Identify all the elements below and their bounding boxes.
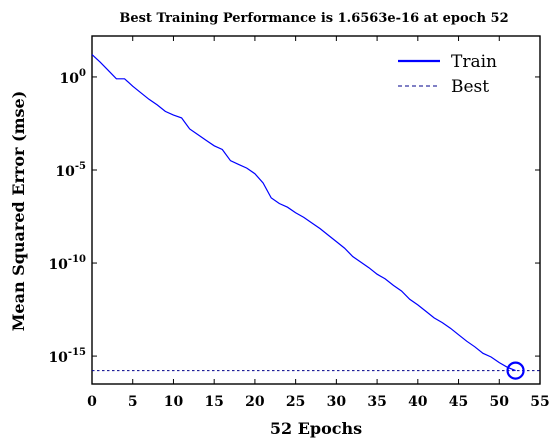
x-tick-label: 30 [327,394,347,410]
y-tick-label: 100 [60,68,86,87]
x-tick-label: 35 [367,394,386,410]
y-axis-label: Mean Squared Error (mse) [9,91,28,332]
x-tick-label: 25 [286,394,305,410]
x-tick-label: 50 [490,394,510,410]
chart-title: Best Training Performance is 1.6563e-16 … [119,11,508,26]
axis-ticks: 0 5 10 15 20 25 30 35 40 45 50 55 100 10-5 10-10 10-15 [48,36,550,410]
train-line [91,54,516,372]
y-tick-label: 10-10 [48,254,86,273]
x-axis-label: 52 Epochs [270,419,362,438]
x-tick-label: 45 [449,394,468,410]
x-tick-label: 5 [128,394,138,410]
best-epoch-marker [506,361,525,380]
y-tick-label: 10-15 [48,347,86,366]
y-tick-label: 10-5 [55,161,86,180]
series-layer [91,54,540,380]
x-tick-label: 15 [204,394,223,410]
x-tick-label: 55 [530,394,549,410]
x-tick-label: 40 [408,394,428,410]
plot-area [91,35,541,385]
legend: Train Best [398,52,497,97]
legend-best-label: Best [451,77,489,97]
x-tick-label: 0 [87,394,97,410]
x-tick-label: 20 [245,394,265,410]
x-tick-label: 10 [164,394,184,410]
legend-train-label: Train [451,52,497,72]
